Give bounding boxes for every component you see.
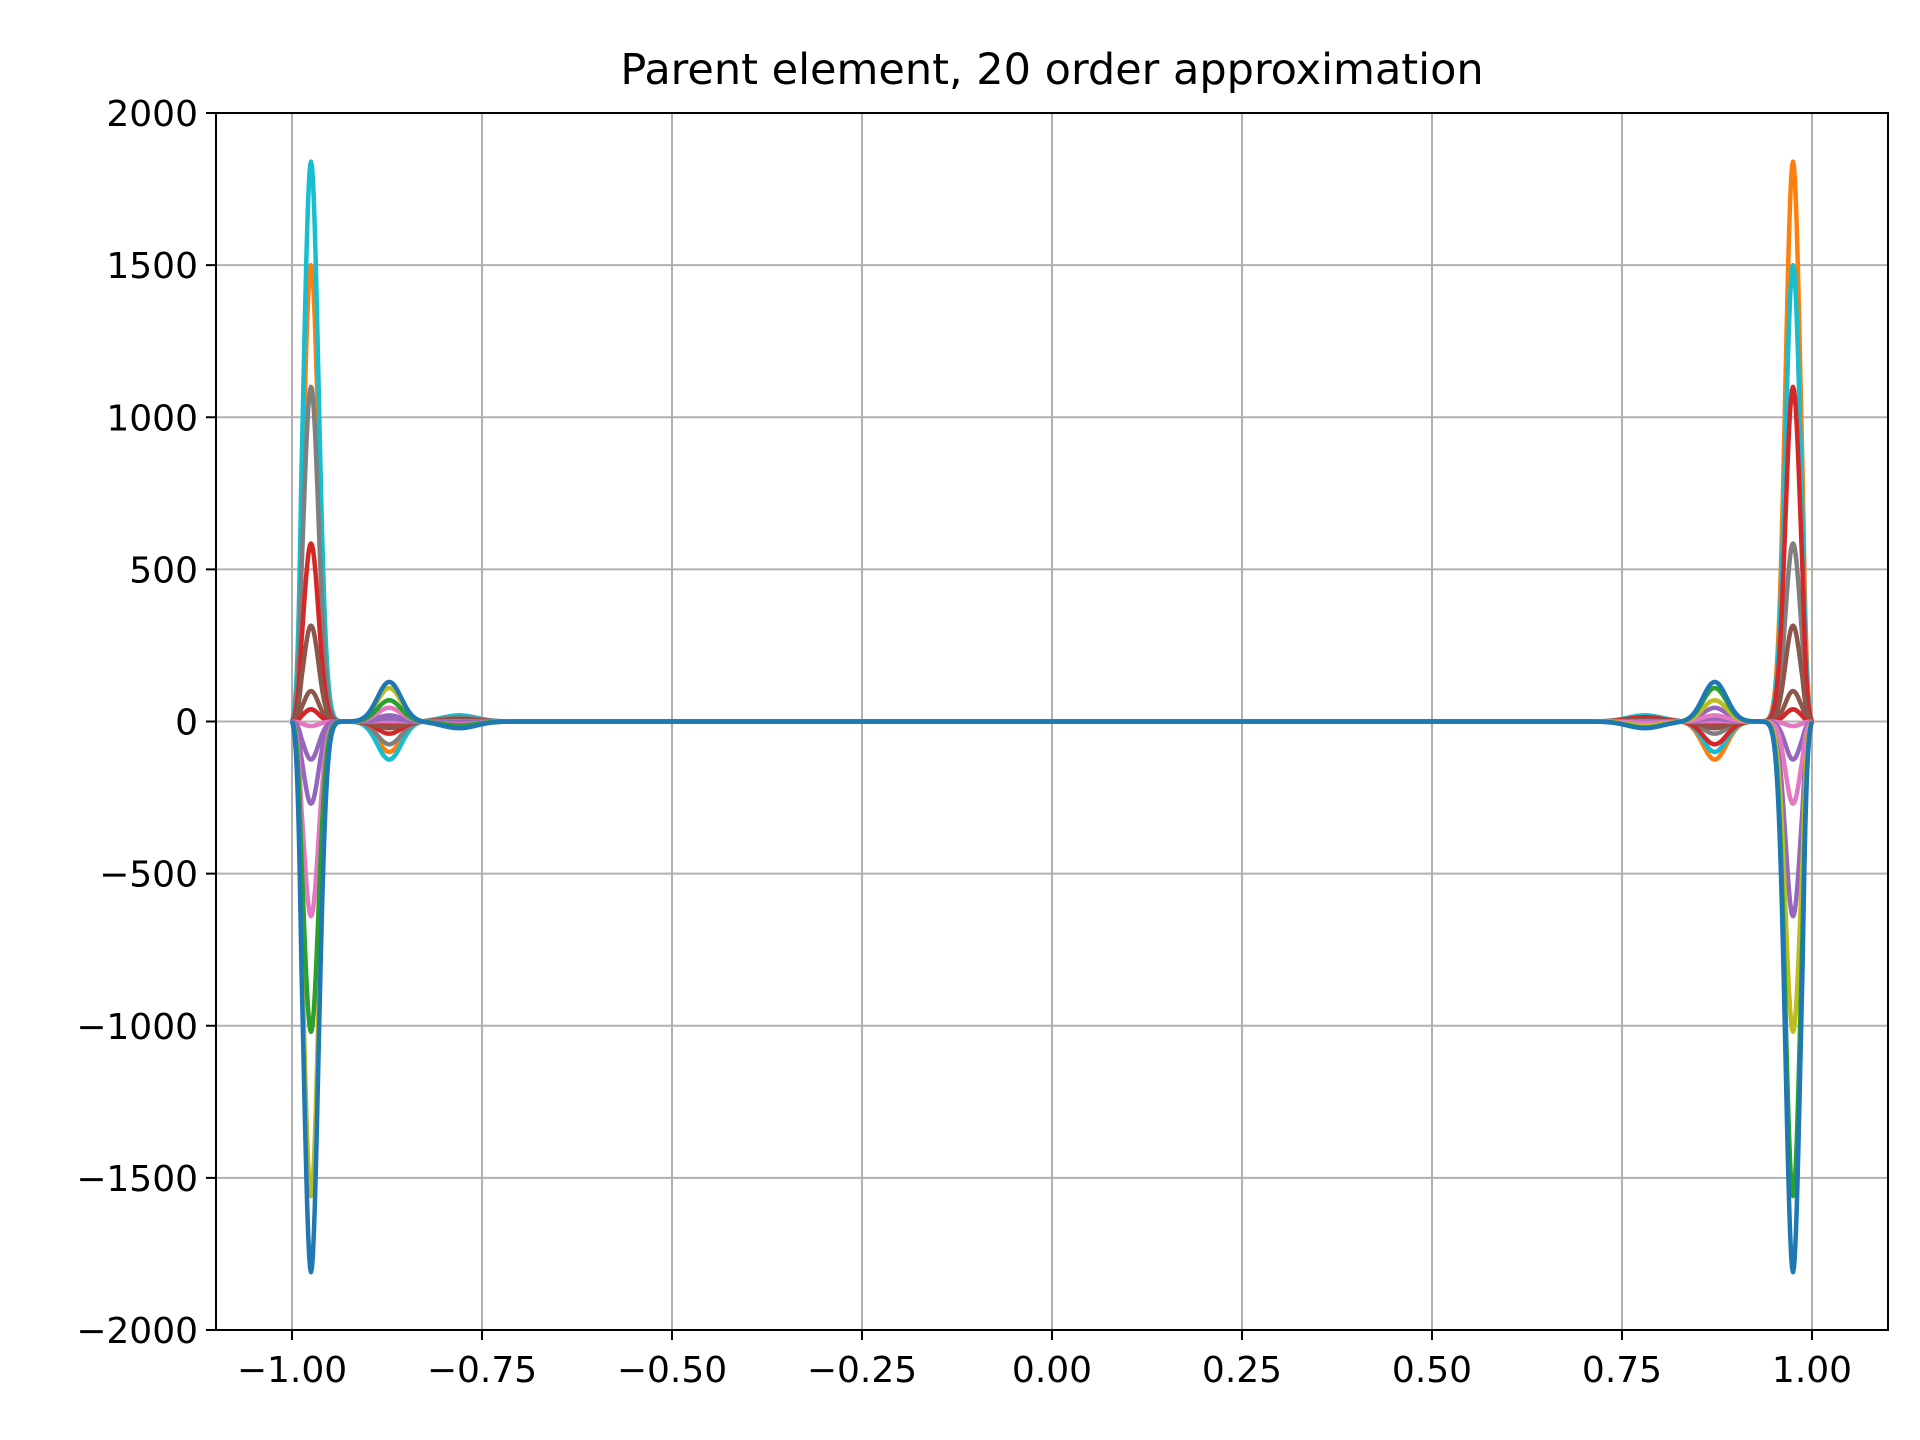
y-tick-label: 0 bbox=[175, 703, 198, 744]
y-tick-label: 1000 bbox=[106, 398, 198, 439]
chart-title: Parent element, 20 order approximation bbox=[620, 45, 1483, 95]
x-tick-label: −1.00 bbox=[237, 1350, 347, 1391]
y-tick-label: 1500 bbox=[106, 246, 198, 287]
x-tick-label: −0.25 bbox=[807, 1350, 917, 1391]
x-tick-label: 0.25 bbox=[1202, 1350, 1282, 1391]
x-tick-label: −0.50 bbox=[617, 1350, 727, 1391]
series-group bbox=[289, 159, 1815, 1275]
series-line-15 bbox=[289, 679, 1815, 1275]
y-tick-label: 500 bbox=[129, 550, 198, 591]
x-tick-label: 0.50 bbox=[1392, 1350, 1472, 1391]
x-axis: −1.00 −0.75 −0.50 −0.25 0.00 0.25 0.50 0.75 1.00 bbox=[237, 1330, 1852, 1391]
x-tick-label: 0.00 bbox=[1012, 1350, 1092, 1391]
x-tick-label: 1.00 bbox=[1772, 1350, 1852, 1391]
y-axis: −2000 −1500 −1000 −500 0 500 1000 1500 2000 bbox=[76, 94, 216, 1352]
y-tick-label: −500 bbox=[99, 855, 198, 896]
y-tick-label: −1000 bbox=[76, 1007, 198, 1048]
y-tick-label: −2000 bbox=[76, 1311, 198, 1352]
x-tick-label: −0.75 bbox=[427, 1350, 537, 1391]
y-tick-label: −1500 bbox=[76, 1159, 198, 1200]
y-tick-label: 2000 bbox=[106, 94, 198, 135]
x-tick-label: 0.75 bbox=[1582, 1350, 1662, 1391]
